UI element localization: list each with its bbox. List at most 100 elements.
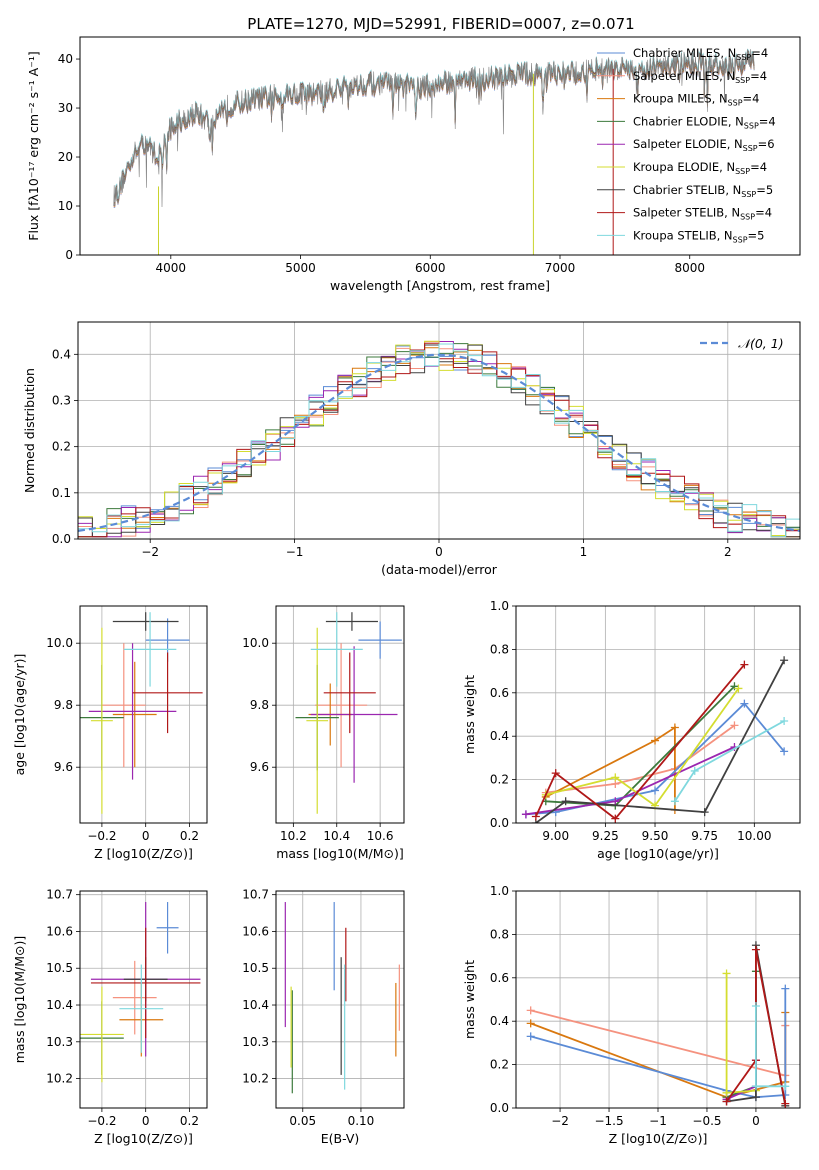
x-axis-label: Z [log10(Z/Z⊙)] [609,1131,708,1146]
panel-age-vs-Z: −0.2 0 0.2 9.6 9.8 10.0 Z [log10(Z/Z⊙)] age [lo… [12,605,208,861]
weight-line [535,659,785,823]
weight-marker [722,1088,731,1097]
y-tick-label: 0.1 [52,486,71,500]
y-tick-label: 0.6 [490,971,509,985]
x-tick-label: −1.5 [594,1114,623,1128]
y-tick-label: 10.7 [242,888,269,902]
weight-marker [780,656,789,665]
y-tick-label: 10 [58,199,73,213]
weight-marker [611,797,620,806]
weight-marker [780,717,789,726]
y-tick-label: 10.6 [242,924,269,938]
y-tick-label: 0.8 [490,642,509,656]
legend-label: 𝒩(0, 1) [738,336,784,351]
x-tick-label: 10.6 [367,829,394,843]
x-tick-label: −2 [551,1114,569,1128]
y-tick-label: 0.4 [490,1014,509,1028]
y-tick-label: 0.0 [490,816,509,830]
panel-residuals: −2 −1 0 1 2 0.0 0.1 0.2 0.3 0.4 (data-model)/error… [22,321,801,577]
axes-frame [275,890,405,1109]
x-tick-label: 10.00 [737,829,771,843]
x-tick-label: 0 [435,545,443,559]
panel-weight-vs-Z: −2 −1.5 −1 −0.5 0 0.0 0.2 0.4 0.6 0.8 1.0 Z [log10(… [462,884,801,1146]
x-tick-label: 10.4 [323,829,350,843]
plot-area [80,606,207,823]
x-tick-label: −0.5 [692,1114,721,1128]
y-tick-label: 0.6 [490,686,509,700]
weight-marker [651,736,660,745]
x-tick-label: 9.00 [542,829,569,843]
x-tick-label: 0.2 [180,829,199,843]
weight-marker [751,1082,760,1091]
plot-area [276,606,404,823]
axes-frame [275,605,405,824]
axes-frame [79,890,208,1109]
weight-marker [751,1002,760,1011]
x-tick-label: 9.75 [691,829,718,843]
x-axis-label: wavelength [Angstrom, rest frame] [330,278,550,293]
x-axis-label: Z [log10(Z/Z⊙)] [94,846,193,861]
normal-curve [78,353,800,532]
x-axis-label: (data-model)/error [381,562,498,577]
weight-marker [722,969,731,978]
legend-label: Salpeter MILES, NSSP=4 [633,69,767,85]
x-axis-label: age [log10(age/yr)] [597,846,719,861]
x-tick-label: 0.2 [180,1114,199,1128]
axes-frame [515,605,801,824]
y-tick-label: 10.3 [46,1035,73,1049]
weight-marker [526,1006,535,1015]
x-tick-label: −1 [286,545,304,559]
x-tick-label: 5000 [285,261,316,275]
y-tick-label: 10.3 [242,1035,269,1049]
x-tick-label: 0 [142,1114,150,1128]
x-axis-label: E(B-V) [321,1131,360,1146]
y-tick-label: 0 [65,248,73,262]
y-tick-label: 9.8 [54,698,73,712]
y-axis-label: mass weight [462,960,477,1039]
y-axis-label: Normed distribution [22,368,37,493]
x-tick-label: 0.05 [289,1114,316,1128]
axes-frame [79,36,801,256]
y-axis-label: mass [log10(M/M⊙)] [12,936,27,1064]
y-axis-label: age [log10(age/yr)] [12,654,27,776]
x-tick-label: 0.10 [348,1114,375,1128]
legend: 𝒩(0, 1) [700,336,784,351]
panel-mass-vs-Z: −0.2 0 0.2 10.2 10.3 10.4 10.5 10.6 10.7 Z [log10… [12,888,208,1146]
y-tick-label: 40 [58,52,73,66]
y-tick-label: 9.6 [250,760,269,774]
legend-label: Salpeter STELIB, NSSP=4 [633,206,772,222]
y-axis-label: Flux [fλ10⁻¹⁷ erg cm⁻² s⁻¹ A⁻¹] [26,51,41,240]
legend: Chabrier MILES, NSSP=4 Salpeter MILES, NS… [597,46,776,244]
x-tick-label: 0 [752,1114,760,1128]
y-tick-label: 0.3 [52,393,71,407]
y-tick-label: 10.5 [242,961,269,975]
y-tick-label: 10.7 [46,888,73,902]
weight-marker [521,810,530,819]
plot-area [516,891,800,1108]
x-tick-label: −1 [649,1114,667,1128]
data-spectrum-line [113,48,755,208]
weight-marker [740,660,749,669]
y-tick-label: 10.0 [46,636,73,650]
weight-marker [526,1032,535,1041]
y-tick-label: 10.2 [242,1072,269,1086]
x-tick-label: 0 [142,829,150,843]
legend-label: Chabrier STELIB, NSSP=5 [633,183,773,199]
x-tick-label: 9.25 [592,829,619,843]
weight-line [545,687,740,807]
y-tick-label: 9.8 [250,698,269,712]
y-tick-label: 10.0 [242,636,269,650]
x-tick-label: −2 [141,545,159,559]
y-tick-label: 30 [58,101,73,115]
x-tick-label: 2 [724,545,732,559]
legend-label: Chabrier ELODIE, NSSP=4 [633,114,776,130]
weight-marker [781,984,790,993]
legend-label: Kroupa MILES, NSSP=4 [633,92,759,108]
y-tick-label: 0.4 [52,347,71,361]
y-tick-label: 0.2 [52,440,71,454]
panel-weight-vs-age: 9.00 9.25 9.50 9.75 10.00 0.0 0.2 0.4 0.6 0.8 1.0 a… [462,599,801,861]
weight-marker [531,812,540,821]
axes-frame [515,890,801,1109]
y-tick-label: 10.2 [46,1072,73,1086]
